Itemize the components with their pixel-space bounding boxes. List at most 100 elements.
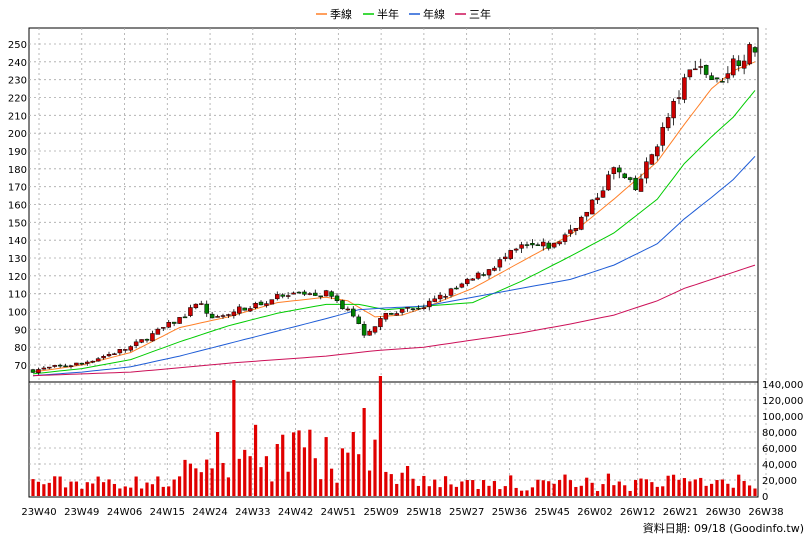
candle-body: [74, 362, 79, 366]
volume-bar: [422, 475, 426, 496]
volume-bar: [53, 476, 57, 496]
volume-bar: [123, 486, 127, 496]
volume-bar: [747, 485, 752, 496]
candle-body: [535, 244, 541, 246]
candle-body: [752, 47, 758, 53]
volume-bar: [677, 479, 681, 496]
volume-bar: [574, 486, 578, 496]
volume-bar: [606, 473, 611, 496]
volume-bar: [210, 468, 214, 496]
candle-body: [655, 146, 660, 157]
candle-body: [285, 295, 291, 297]
volume-bar: [443, 476, 448, 496]
candle-body: [275, 294, 280, 300]
volume-bar: [449, 484, 453, 496]
candle-body: [247, 308, 253, 312]
volume-bar: [389, 474, 393, 496]
legend-label: 三年: [469, 7, 491, 21]
volume-bar: [139, 488, 144, 496]
candle-body: [123, 349, 128, 351]
volume-bar: [351, 432, 355, 496]
volume-bar: [492, 481, 497, 496]
price-tick-label: 130: [8, 254, 27, 265]
candle-body: [139, 339, 144, 343]
price-tick-label: 190: [8, 147, 27, 158]
volume-bar: [579, 485, 583, 496]
volume-bar: [519, 490, 524, 496]
candle-body: [568, 229, 573, 234]
volume-bar: [167, 486, 171, 496]
candle-body: [513, 248, 519, 251]
volume-bar: [671, 474, 676, 496]
moving-average-line: [32, 90, 756, 375]
volume-bar: [302, 447, 307, 496]
candle-body: [671, 100, 676, 119]
volume-bar: [362, 408, 366, 496]
candle-body: [79, 362, 85, 365]
volume-bar: [129, 487, 133, 496]
candle-body: [220, 315, 226, 317]
volume-bar: [297, 430, 301, 496]
x-tick-label: 25W45: [535, 507, 570, 518]
candle-body: [410, 308, 416, 310]
volume-bar: [720, 479, 725, 496]
candle-body: [280, 294, 285, 297]
volume-bar: [205, 459, 209, 496]
volume-bar: [248, 456, 252, 496]
candle-body: [698, 66, 703, 68]
candle-body: [296, 291, 302, 294]
candle-body: [649, 154, 655, 165]
candle-body: [421, 307, 427, 309]
volume-bar: [731, 487, 735, 496]
volume-bar: [699, 477, 703, 496]
volume-bar: [595, 491, 600, 496]
volume-bar: [661, 486, 665, 496]
candle-body: [101, 356, 106, 359]
grid: [29, 28, 767, 497]
volume-bar: [650, 482, 654, 496]
candle-body: [687, 69, 693, 78]
candle-body: [378, 318, 383, 328]
candle-body: [611, 167, 617, 174]
candle-body: [155, 328, 161, 335]
x-tick-label: 24W42: [278, 507, 313, 518]
volume-bar: [329, 468, 334, 496]
volume-bar: [346, 452, 350, 496]
volume-bar: [481, 480, 486, 496]
volume-tick-label: 120,000: [762, 396, 803, 407]
volume-bar: [433, 479, 437, 496]
x-tick-label: 23W49: [64, 507, 99, 518]
volume-bar: [536, 479, 540, 496]
candle-body: [166, 322, 171, 328]
volume-bar: [101, 482, 106, 496]
candle-body: [171, 321, 177, 324]
volume-bar: [498, 489, 502, 496]
volume-bar: [373, 439, 377, 496]
volume-bar: [80, 488, 84, 496]
x-tick-label: 26W30: [706, 507, 741, 518]
data-date-footer: 資料日期: 09/18 (Goodinfo.tw): [643, 521, 804, 535]
volume-bar: [682, 478, 687, 496]
price-tick-label: 160: [8, 201, 27, 212]
volume-bar: [709, 483, 714, 496]
price-tick-label: 70: [14, 361, 27, 372]
volume-tick-label: 100,000: [762, 412, 803, 423]
volume-bar: [42, 484, 46, 496]
candle-body: [85, 361, 90, 364]
volume-bar: [335, 482, 339, 496]
candle-body: [389, 312, 394, 315]
candle-body: [340, 300, 345, 310]
candle-body: [334, 295, 340, 302]
x-tick-label: 25W27: [449, 507, 484, 518]
volume-bar: [427, 486, 431, 496]
candle-body: [351, 308, 356, 317]
volume-bar: [487, 485, 491, 496]
candle-body: [291, 292, 296, 295]
candle-body: [617, 167, 622, 173]
volume-tick-label: 60,000: [762, 444, 797, 455]
volume-axis: 0 20,000 40,000 60,000 80,000 100,000 120,000 1…: [762, 380, 803, 503]
candle-body: [68, 365, 74, 367]
candle-body: [90, 360, 95, 363]
legend-item-halfyear: 半年: [363, 7, 399, 21]
